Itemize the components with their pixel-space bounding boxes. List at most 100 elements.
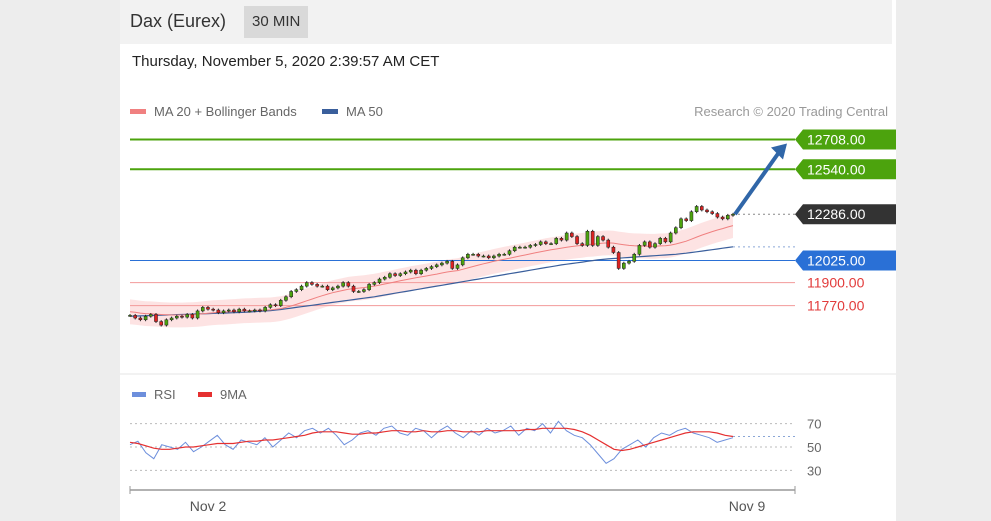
instrument-title: Dax (Eurex) xyxy=(130,11,227,31)
candle-body xyxy=(216,309,221,313)
level-tag-shape xyxy=(795,159,896,180)
candle-body xyxy=(133,315,137,319)
candle-body xyxy=(570,232,574,237)
candle-body xyxy=(346,282,351,287)
candle-body xyxy=(544,241,548,244)
candle-body xyxy=(726,215,730,220)
candle-body xyxy=(700,206,704,211)
candle-body xyxy=(694,206,699,213)
level-label-support: 11900.00 xyxy=(807,275,865,291)
candle-body xyxy=(304,282,309,287)
candle-body xyxy=(221,310,226,313)
candle-body xyxy=(554,238,559,244)
candle-body xyxy=(200,307,205,312)
legend-ma20-label: MA 20 + Bollinger Bands xyxy=(154,104,297,119)
legend-ma50-label: MA 50 xyxy=(346,104,383,119)
bollinger-band-area xyxy=(130,213,733,328)
candle-body xyxy=(232,309,236,313)
right-margin xyxy=(896,0,991,521)
candle-body xyxy=(268,304,273,308)
rsi-tick-label: 50 xyxy=(807,440,821,455)
ma9-swatch xyxy=(198,392,212,397)
candle-body xyxy=(653,243,657,248)
candle-body xyxy=(445,261,449,264)
candle-body xyxy=(398,273,403,276)
level-label-resistance: 12540.00 xyxy=(807,161,866,177)
ma50-swatch xyxy=(322,109,338,114)
candle-body xyxy=(351,285,356,292)
candle-body xyxy=(242,308,247,312)
level-tag-current: 12286.00 xyxy=(795,204,896,225)
candle-body xyxy=(419,269,423,274)
candle-body xyxy=(367,284,371,290)
candle-body xyxy=(689,211,694,221)
candle-body xyxy=(424,268,429,271)
candle-body xyxy=(632,254,637,262)
candle-body xyxy=(388,273,392,278)
candle-body xyxy=(299,285,304,290)
candle-body xyxy=(466,254,470,259)
candle-body xyxy=(715,213,720,218)
candle-body xyxy=(580,243,585,246)
target-arrow-head xyxy=(771,143,787,160)
candle-body xyxy=(705,209,709,213)
candle-body xyxy=(190,314,195,319)
candle-body xyxy=(429,266,434,269)
level-label-current: 12286.00 xyxy=(807,206,866,222)
rsi-swatch xyxy=(132,392,146,397)
candle-body xyxy=(148,314,153,317)
candle-body xyxy=(538,241,543,245)
candle-body xyxy=(601,236,605,241)
candle-body xyxy=(206,307,210,310)
legend-9ma: 9MA xyxy=(198,387,247,402)
candle-body xyxy=(585,230,590,246)
x-tick-label: Nov 9 xyxy=(729,498,766,514)
candle-body xyxy=(481,255,486,258)
candle-body xyxy=(393,273,397,276)
candle-body xyxy=(663,238,668,243)
rsi-tick-label: 70 xyxy=(807,417,821,432)
candle-body xyxy=(408,269,413,273)
candle-body xyxy=(590,230,595,246)
candle-body xyxy=(471,254,475,256)
candle-body xyxy=(450,261,455,269)
timestamp-label: Thursday, November 5, 2020 2:39:57 AM CE… xyxy=(132,53,440,70)
candle-body xyxy=(497,254,501,257)
candle-body xyxy=(611,246,616,253)
candle-body xyxy=(263,307,267,312)
candle-body xyxy=(507,250,512,255)
candle-body xyxy=(403,271,408,274)
candle-body xyxy=(679,218,683,228)
candle-body xyxy=(512,246,517,251)
legend-ma50: MA 50 xyxy=(322,104,383,119)
candle-body xyxy=(476,254,481,257)
candle-body xyxy=(330,287,335,290)
candle-body xyxy=(523,246,527,249)
level-tag-pivot: 12025.00 xyxy=(795,250,896,271)
rsi-line xyxy=(129,420,734,464)
candle-body xyxy=(164,319,169,326)
candle-body xyxy=(731,213,735,216)
candle-body xyxy=(658,238,663,244)
timeframe-badge[interactable]: 30 MIN xyxy=(244,6,309,38)
level-tag-resistance: 12708.00 xyxy=(795,129,896,150)
candle-body xyxy=(180,315,184,318)
candle-body xyxy=(356,291,361,293)
legend-9ma-label: 9MA xyxy=(220,387,247,402)
candle-body xyxy=(627,261,631,264)
candle-body xyxy=(559,238,564,241)
level-tag-shape xyxy=(795,250,896,271)
x-tick-label: Nov 2 xyxy=(190,498,227,514)
candle-body xyxy=(325,285,330,290)
candle-body xyxy=(195,310,200,319)
candle-body xyxy=(564,232,569,241)
candle-body xyxy=(533,244,538,246)
candle-body xyxy=(616,252,621,269)
candle-body xyxy=(596,236,600,246)
level-label-pivot: 12025.00 xyxy=(807,252,866,268)
candle-body xyxy=(668,232,673,243)
level-tag-shape xyxy=(795,129,896,150)
candle-body xyxy=(128,315,132,317)
candle-body xyxy=(362,289,366,292)
candle-body xyxy=(211,308,215,311)
